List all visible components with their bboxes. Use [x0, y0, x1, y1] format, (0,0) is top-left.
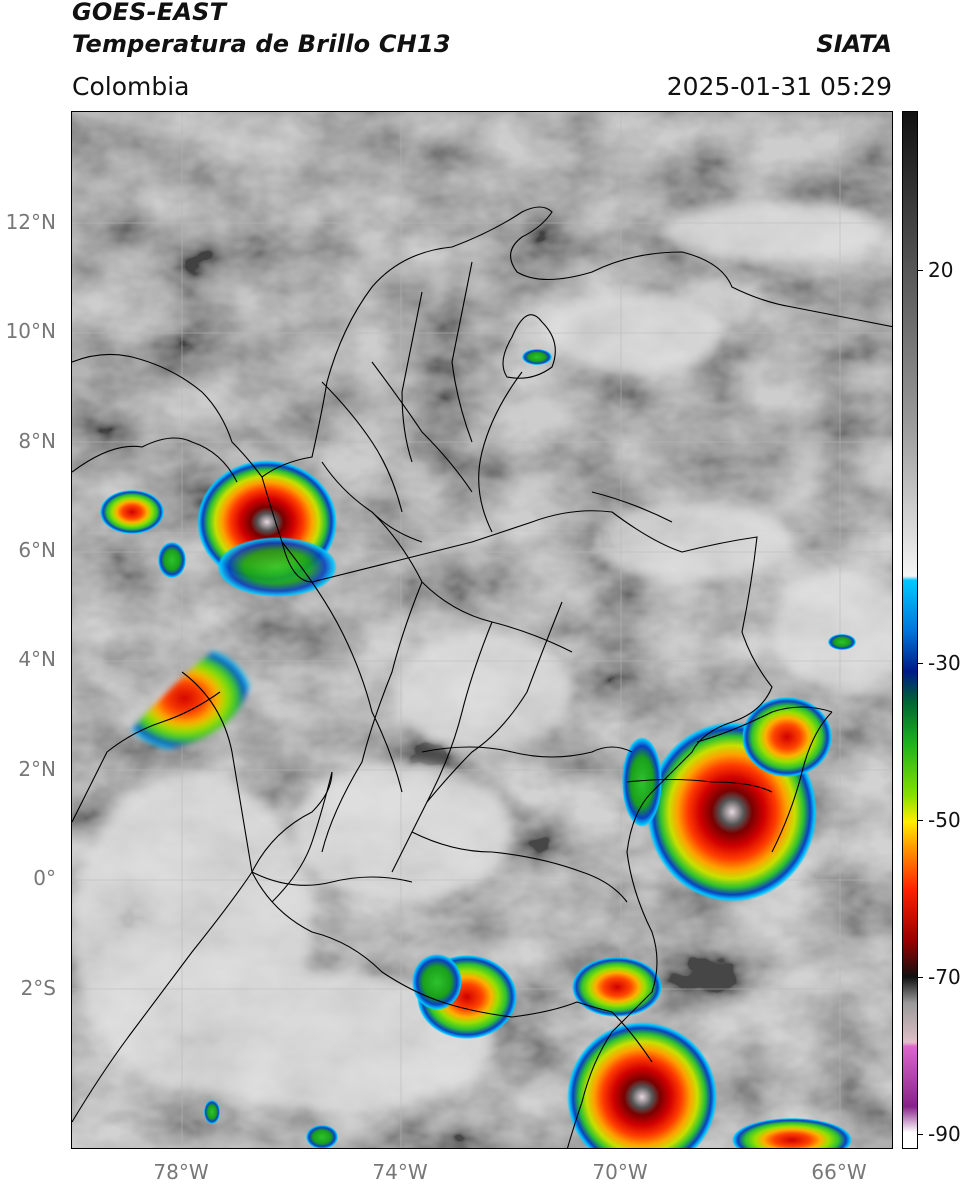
lon-label-74w: 74°W [372, 1160, 428, 1184]
lon-label-70w: 70°W [592, 1160, 648, 1184]
subtitle-region: Colombia [72, 72, 190, 101]
lat-label-12n: 12°N [5, 210, 56, 234]
title-satellite: GOES-EAST [72, 0, 227, 26]
colorbar-tick-minus90 [918, 1134, 923, 1135]
colorbar-label-minus90: -90 [928, 1122, 961, 1146]
lon-label-66w: 66°W [811, 1160, 867, 1184]
lat-label-4n: 4°N [18, 647, 56, 671]
storm-cell-pacific-west [100, 490, 164, 534]
agency-label: SIATA [816, 30, 892, 58]
storm-cells [100, 349, 856, 1148]
colorbar-tick-20 [918, 270, 923, 271]
satellite-map[interactable] [71, 111, 893, 1149]
colorbar-tick-minus70 [918, 977, 923, 978]
colorbar-tick-minus30 [918, 663, 923, 664]
lat-label-2s: 2°S [20, 976, 56, 1000]
lat-label-6n: 6°N [18, 538, 56, 562]
colorbar-label-minus70: -70 [928, 965, 961, 989]
storm-cell-amazonas-south [567, 1022, 717, 1148]
lat-label-2n: 2°N [18, 757, 56, 781]
lat-label-8n: 8°N [18, 429, 56, 453]
lat-label-10n: 10°N [5, 319, 56, 343]
lon-label-78w: 78°W [153, 1160, 209, 1184]
temperature-colorbar [902, 111, 918, 1149]
colorbar-label-minus30: -30 [928, 651, 961, 675]
storm-cell-pacific-coast [117, 645, 252, 751]
colorbar-label-20: 20 [928, 258, 954, 282]
colorbar-tick-minus50 [918, 820, 923, 821]
datetime-label: 2025-01-31 05:29 [666, 72, 892, 101]
coastlines-borders [72, 206, 892, 1148]
title-product: Temperatura de Brillo CH13 [72, 30, 451, 58]
colorbar-label-minus50: -50 [928, 808, 961, 832]
lat-label-0: 0° [33, 866, 56, 890]
map-canvas [72, 112, 892, 1148]
